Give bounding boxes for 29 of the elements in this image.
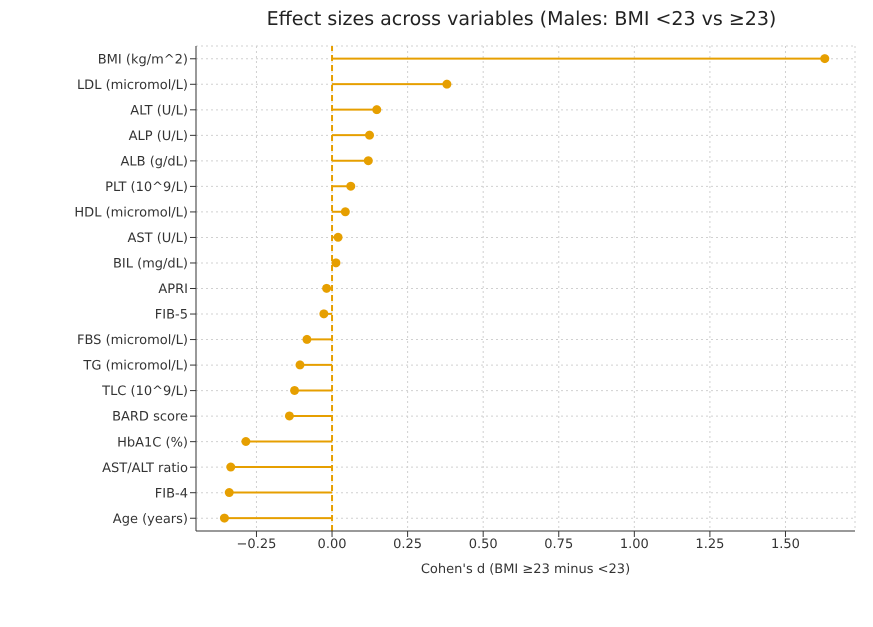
x-tick-label: 1.50: [770, 537, 800, 552]
y-tick-label: HDL (micromol/L): [74, 206, 188, 221]
y-tick-label: FIB-5: [154, 308, 188, 323]
chart-title: Effect sizes across variables (Males: BMI <23 vs ≥23): [266, 8, 778, 32]
x-tick-label: 0.75: [544, 537, 574, 552]
y-tick-label: APRI: [158, 282, 188, 298]
y-tick-label: TLC (10^9/L): [101, 384, 188, 400]
y-tick-label: HbA1C (%): [117, 435, 188, 450]
x-tick-label: 0.00: [318, 537, 347, 552]
y-tick-label: ALP (U/L): [128, 128, 188, 144]
x-tick-label: 1.25: [695, 537, 724, 552]
y-tick-label: FBS (micromol/L): [77, 333, 188, 348]
y-tick-label: ALT (U/L): [130, 103, 188, 118]
x-axis-title: Cohen's d (BMI ≥23 minus <23): [420, 562, 630, 577]
y-tick-label: TG (micromol/L): [82, 358, 188, 374]
y-tick-label: ALB (g/dL): [120, 154, 188, 170]
y-tick-label: BMI (kg/m^2): [98, 52, 188, 68]
x-tick-label: −0.25: [236, 537, 276, 552]
y-tick-label: LDL (micromol/L): [76, 78, 188, 93]
y-tick-label: BARD score: [112, 410, 188, 425]
x-tick-label: 1.00: [620, 537, 649, 552]
y-tick-label: PLT (10^9/L): [105, 180, 188, 196]
y-tick-label: BIL (mg/dL): [112, 256, 188, 272]
x-tick-label: 0.25: [393, 537, 422, 552]
y-tick-label: AST/ALT ratio: [102, 460, 188, 476]
y-tick-label: AST (U/L): [128, 231, 188, 246]
y-tick-label: FIB-4: [154, 486, 188, 502]
x-tick-label: 0.50: [468, 537, 498, 552]
y-tick-label: Age (years): [112, 512, 188, 527]
